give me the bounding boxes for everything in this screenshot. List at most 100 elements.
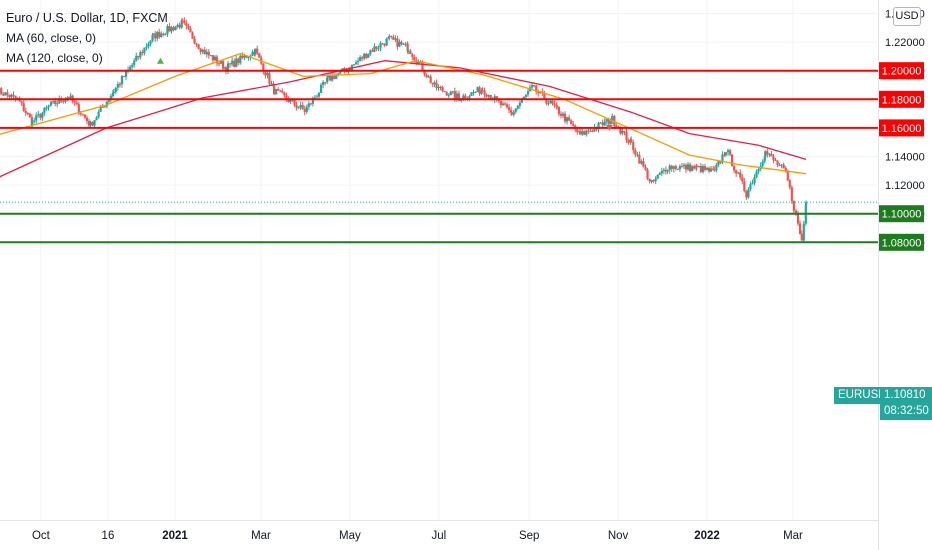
candle-body <box>728 150 732 155</box>
candle-body <box>723 154 726 156</box>
candle-body <box>183 20 186 24</box>
candle-body <box>786 170 789 181</box>
candle-body <box>147 44 150 47</box>
candle-body <box>56 103 59 105</box>
candle-body <box>118 84 122 86</box>
candle-body <box>768 153 771 155</box>
candle-body <box>522 96 526 99</box>
candle-body <box>45 107 48 109</box>
candle-body <box>256 48 259 54</box>
legend-title[interactable]: Euro / U.S. Dollar, 1D, FXCM <box>6 11 168 25</box>
candle-body <box>688 164 692 172</box>
candle-body <box>555 105 558 108</box>
resistance-label: 1.18000 <box>882 94 922 106</box>
candle-body <box>2 94 5 96</box>
candle-body <box>644 166 647 170</box>
candle-body <box>572 124 575 126</box>
candle-body <box>379 43 382 48</box>
candle-body <box>737 172 740 174</box>
chart-legend: Euro / U.S. Dollar, 1D, FXCM MA (60, clo… <box>6 8 168 68</box>
candle-body <box>394 38 397 40</box>
candle-body <box>83 114 87 118</box>
candle-body <box>666 170 669 172</box>
candle-body <box>579 131 582 135</box>
candle-body <box>99 106 102 112</box>
candle-body <box>753 177 756 184</box>
legend-ma60[interactable]: MA (60, close, 0) <box>6 31 97 45</box>
x-tick-label: 2021 <box>162 530 188 542</box>
candle-body <box>770 153 773 157</box>
candle-body <box>611 116 614 122</box>
candle-body <box>684 164 688 170</box>
candle-body <box>85 117 89 122</box>
candle-body <box>135 55 138 61</box>
candle-body <box>699 166 702 173</box>
support-label: 1.08000 <box>882 237 922 249</box>
candle-body <box>790 187 793 202</box>
resistance-label-bg <box>879 119 924 137</box>
candle-body <box>4 92 7 96</box>
candle-body <box>273 86 276 95</box>
candle-body <box>91 121 94 126</box>
candle-body <box>763 156 766 162</box>
candle-body <box>697 166 700 168</box>
candle-body <box>743 181 746 192</box>
candle-body <box>478 87 481 94</box>
candle-body <box>518 102 521 106</box>
candle-body <box>213 56 217 61</box>
candle-body <box>277 89 280 91</box>
candle-body <box>654 178 657 182</box>
support-label-bg <box>879 205 924 223</box>
candle-body <box>301 105 304 109</box>
candle-body <box>788 180 791 188</box>
candle-body <box>553 103 556 106</box>
legend-ma120[interactable]: MA (120, close, 0) <box>6 51 103 65</box>
candle-body <box>537 91 540 94</box>
candle-body <box>433 82 436 85</box>
candle-body <box>245 55 248 58</box>
candle-body <box>381 43 384 45</box>
candle-body <box>505 104 509 108</box>
candle-body <box>398 41 401 47</box>
candle-body <box>735 170 738 174</box>
candle-body <box>319 84 323 93</box>
candle-body <box>124 70 128 77</box>
candle-body <box>481 90 484 92</box>
candle-body <box>209 55 212 57</box>
candle-body <box>50 101 53 105</box>
candle-body <box>383 43 386 46</box>
candle-body <box>489 95 492 100</box>
candle-body <box>14 95 17 99</box>
candle-body <box>646 169 649 179</box>
candle-body <box>587 130 590 132</box>
candle-body <box>751 183 754 185</box>
candle-body <box>693 166 696 169</box>
candle-body <box>474 92 477 94</box>
candle-body <box>733 166 736 171</box>
candle-body <box>331 76 334 81</box>
candle-body <box>354 62 358 65</box>
candle-body <box>640 161 643 164</box>
candle-body <box>764 151 767 157</box>
y-tick-label: 1.22000 <box>885 37 925 49</box>
candle-body <box>385 38 388 46</box>
candle-body <box>589 130 592 132</box>
candle-body <box>772 156 775 161</box>
candle-body <box>297 107 300 109</box>
candle-body <box>423 71 426 75</box>
resistance-label: 1.16000 <box>882 123 922 135</box>
candle-body <box>295 104 298 108</box>
candle-body <box>73 101 76 103</box>
candle-body <box>476 87 479 93</box>
candle-body <box>462 95 465 100</box>
currency-button[interactable]: USD <box>893 7 921 26</box>
candle-body <box>43 107 46 113</box>
candle-body <box>283 92 286 96</box>
candle-body <box>543 92 546 100</box>
candle-body <box>755 171 758 178</box>
candle-body <box>103 106 106 108</box>
candle-body <box>321 82 325 85</box>
candle-body <box>149 40 152 45</box>
